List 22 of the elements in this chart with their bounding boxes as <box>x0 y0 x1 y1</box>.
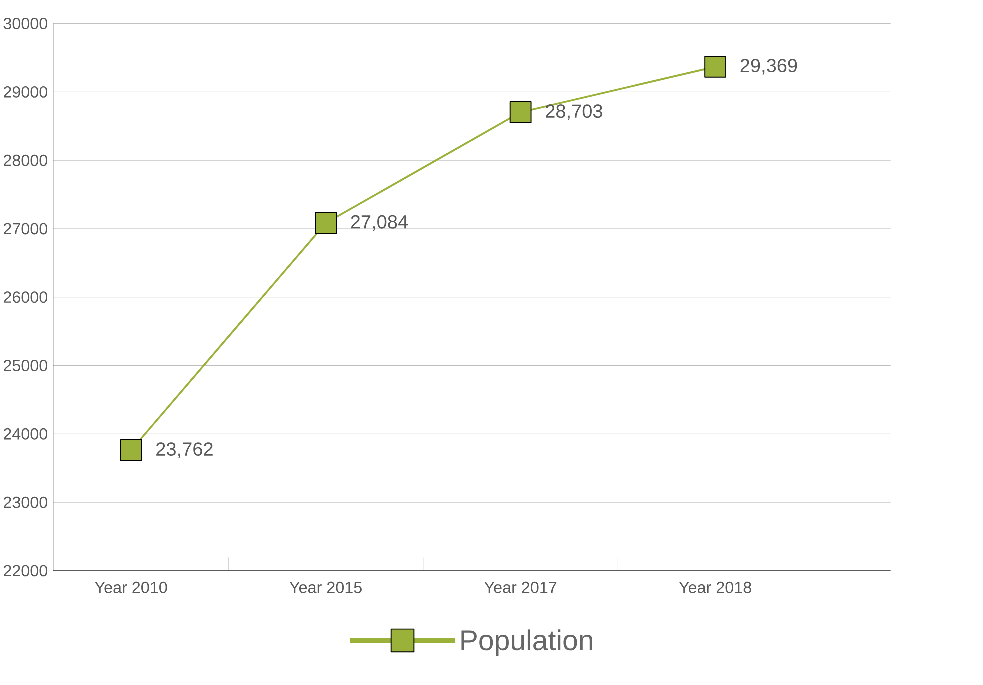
point <box>704 56 727 78</box>
point <box>315 212 338 234</box>
x-tick-label: Year 2015 <box>290 582 362 594</box>
y-tick-label: 23000 <box>4 496 48 508</box>
data-label: 23,762 <box>156 442 213 458</box>
y-tick-label: 27000 <box>4 223 48 235</box>
y-tick-label: 25000 <box>4 360 48 372</box>
x-tick-label: Year 2010 <box>95 582 168 594</box>
y-tick-label: 22000 <box>4 565 48 577</box>
y-tick-label: 28000 <box>4 154 48 166</box>
legend-label: Population <box>462 630 592 656</box>
y-tick-label: 26000 <box>4 292 48 304</box>
y-tick-label: 30000 <box>4 18 48 30</box>
data-label: 28,703 <box>546 104 602 120</box>
point <box>510 101 532 124</box>
y-tick-label: 29000 <box>4 86 48 98</box>
y-tick-label: 24000 <box>4 428 48 440</box>
x-tick-label: Year 2017 <box>484 582 557 594</box>
x-tick-label: Year 2018 <box>679 582 752 594</box>
data-label: 27,084 <box>351 215 408 232</box>
data-label: 29,369 <box>740 59 798 75</box>
point <box>120 439 142 462</box>
